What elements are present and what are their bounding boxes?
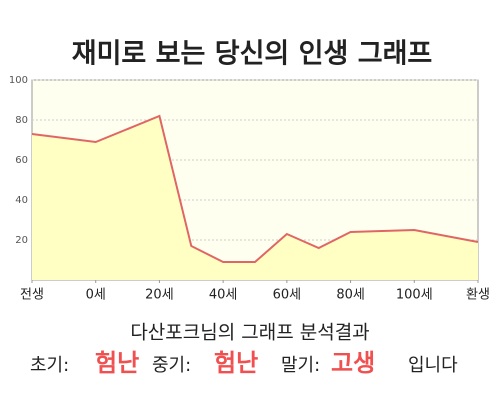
result-value: 험난	[214, 349, 258, 377]
result-label: 초기:	[30, 355, 69, 376]
area	[32, 116, 478, 280]
result-label: 말기:	[281, 355, 320, 376]
y-tick-label: 80	[15, 115, 28, 126]
result-label: 중기:	[152, 355, 191, 376]
chart-title: 재미로 보는 당신의 인생 그래프	[72, 39, 433, 70]
x-tick-label: 60세	[273, 288, 302, 303]
y-tick-label: 20	[15, 235, 28, 246]
x-tick-label: 80세	[336, 288, 365, 303]
result-value: 험난	[95, 349, 139, 377]
x-tick-label: 전생	[20, 288, 44, 303]
line	[31, 114, 479, 263]
result-value: 고생	[331, 349, 375, 377]
x-tick-label: 20세	[145, 288, 174, 303]
x-tick-label: 40세	[209, 288, 238, 303]
result-heading: 다산포크님의 그래프 분석결과	[130, 322, 369, 344]
result-ending: 입니다	[408, 355, 458, 376]
y-tick-label: 40	[15, 195, 28, 206]
x-tick-label: 환생	[466, 288, 490, 303]
x-tick-label: 100세	[396, 288, 433, 303]
y-tick-label: 60	[15, 155, 28, 166]
x-tick-label: 0세	[86, 288, 106, 303]
y-tick-label: 100	[9, 75, 28, 86]
